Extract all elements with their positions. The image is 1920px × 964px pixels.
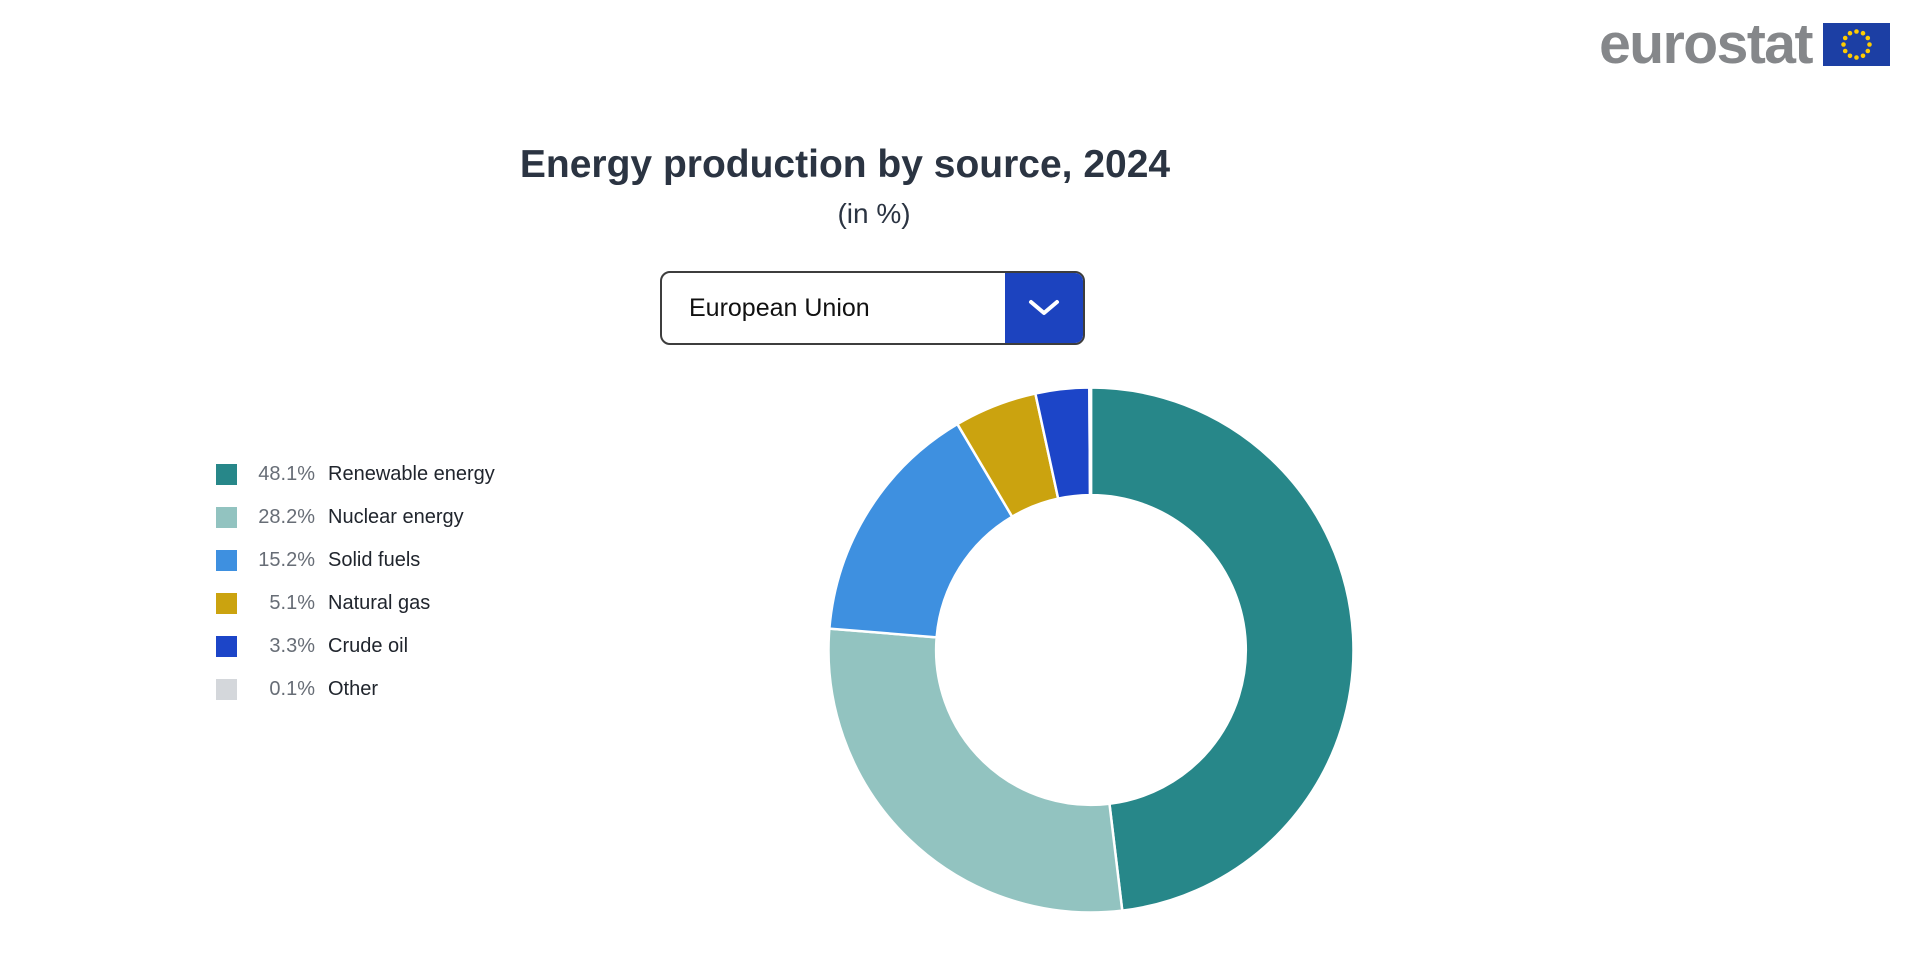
donut-chart-area	[827, 386, 1355, 914]
donut-segment-nuclear-energy[interactable]	[827, 627, 1124, 914]
legend-label: Crude oil	[328, 635, 409, 657]
legend-item: 5.1% Natural gas	[216, 582, 495, 625]
legend-value: 5.1%	[269, 592, 315, 614]
legend-label: Renewable energy	[328, 463, 495, 485]
legend-label: Other	[328, 678, 379, 700]
legend-swatch	[216, 464, 237, 485]
donut-segment-renewable-energy[interactable]	[1089, 386, 1355, 912]
legend-value: 28.2%	[258, 506, 315, 528]
donut-segment-other[interactable]	[1088, 386, 1093, 497]
region-dropdown-value: European Union	[689, 293, 870, 322]
legend-item: 28.2% Nuclear energy	[216, 496, 495, 539]
legend-value: 15.2%	[258, 549, 315, 571]
legend-swatch	[216, 550, 237, 571]
eurostat-logo-text: eurostat	[1599, 12, 1813, 76]
page-subtitle: (in %)	[837, 198, 911, 229]
legend-swatch	[216, 593, 237, 614]
legend-item: 0.1% Other	[216, 668, 495, 711]
legend-label: Natural gas	[328, 592, 431, 614]
dropdown-chevron-button[interactable]	[1005, 273, 1083, 343]
legend-label: Solid fuels	[328, 549, 421, 571]
donut-chart	[827, 386, 1355, 914]
legend-item: 15.2% Solid fuels	[216, 539, 495, 582]
legend-value: 3.3%	[269, 635, 315, 657]
eu-flag-icon	[1823, 23, 1890, 66]
region-dropdown[interactable]: European Union	[660, 271, 1085, 345]
page-title: Energy production by source, 2024	[519, 143, 1171, 186]
legend-swatch	[216, 636, 237, 657]
legend-swatch	[216, 507, 237, 528]
legend-value: 48.1%	[258, 463, 315, 485]
eurostat-logo: eurostat	[1599, 16, 1890, 73]
chevron-down-icon	[1029, 300, 1059, 315]
legend-swatch	[216, 679, 237, 700]
legend-label: Nuclear energy	[328, 506, 464, 528]
legend: 48.1% Renewable energy 28.2% Nuclear energy…	[216, 453, 495, 711]
legend-item: 48.1% Renewable energy	[216, 453, 495, 496]
legend-value: 0.1%	[269, 678, 315, 700]
legend-item: 3.3% Crude oil	[216, 625, 495, 668]
